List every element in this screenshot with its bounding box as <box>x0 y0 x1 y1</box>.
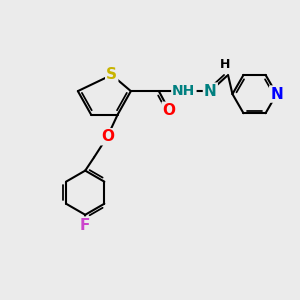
Text: N: N <box>270 87 283 102</box>
Text: F: F <box>80 218 90 232</box>
Text: O: O <box>163 103 176 118</box>
Text: NH: NH <box>172 84 196 98</box>
Text: S: S <box>106 68 117 82</box>
Text: H: H <box>220 58 230 71</box>
Text: O: O <box>101 129 114 144</box>
Text: N: N <box>204 84 217 99</box>
